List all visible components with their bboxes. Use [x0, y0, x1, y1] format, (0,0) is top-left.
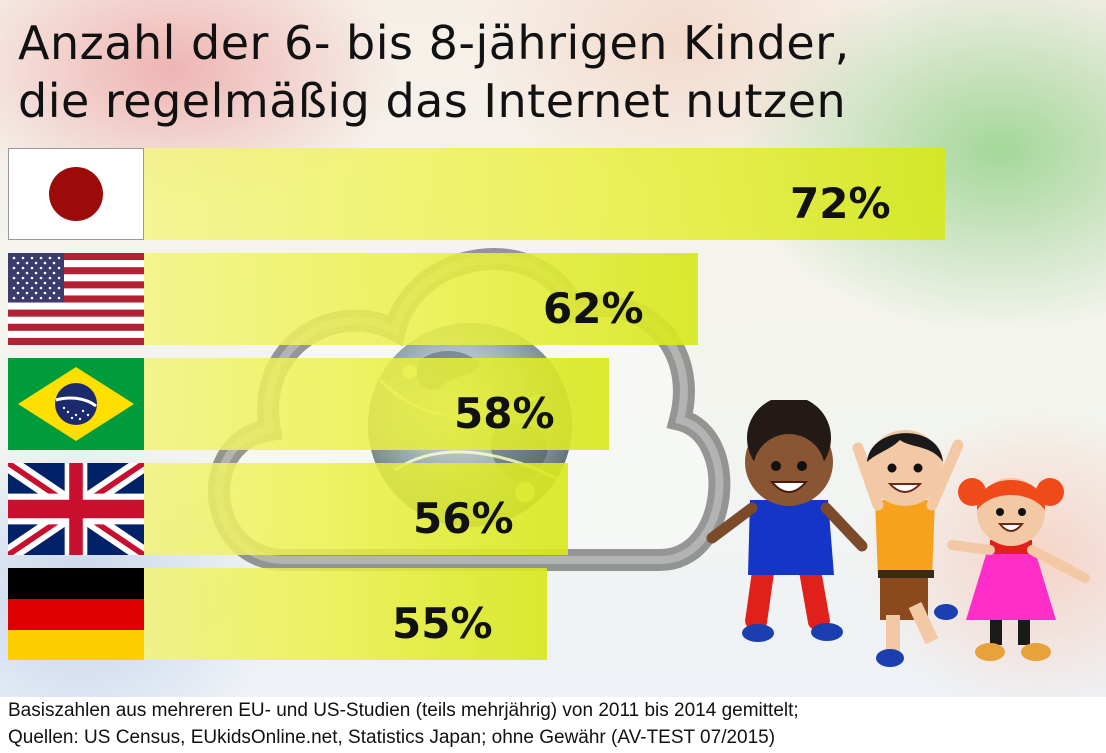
value-label: 58%: [454, 389, 555, 438]
child-1-illustration: [706, 400, 868, 642]
child-2-illustration: [852, 430, 964, 667]
flag-usa-icon: [8, 253, 144, 345]
title-line-1: Anzahl der 6- bis 8-jährigen Kinder,: [18, 16, 850, 70]
footer-line-1: Basiszahlen aus mehreren EU- und US-Stud…: [8, 700, 799, 721]
flag-japan-icon: [8, 148, 144, 240]
value-label: 72%: [790, 179, 891, 228]
chart-title: Anzahl der 6- bis 8-jährigen Kinder, die…: [18, 14, 850, 130]
children-illustration: [706, 400, 1090, 667]
value-label: 62%: [543, 284, 644, 333]
flag-uk-icon: [8, 463, 144, 555]
flag-brazil-icon: [8, 358, 144, 450]
value-label: 55%: [392, 599, 493, 648]
title-line-2: die regelmäßig das Internet nutzen: [18, 74, 847, 128]
value-label: 56%: [413, 494, 514, 543]
child-3-illustration: [947, 478, 1090, 661]
flag-germany-icon: [8, 568, 144, 660]
bar: [8, 148, 945, 240]
footer-line-2: Quellen: US Census, EUkidsOnline.net, St…: [8, 727, 776, 748]
source-note: Basiszahlen aus mehreren EU- und US-Stud…: [8, 697, 799, 751]
